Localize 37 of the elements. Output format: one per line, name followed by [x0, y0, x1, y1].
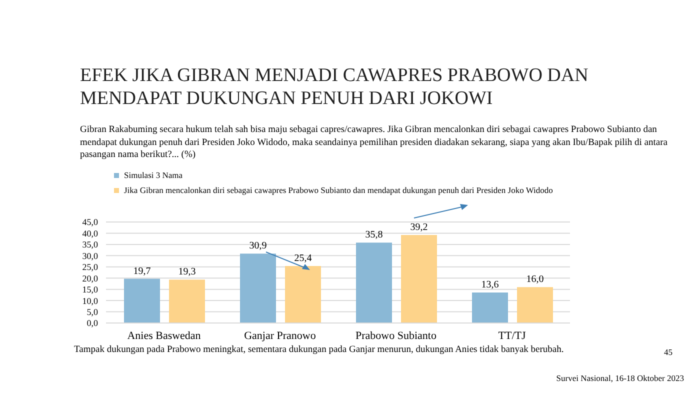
legend-label: Jika Gibran mencalonkan diri sebagai cawapres Prabowo Subianto dan mendapat dukungan penuh dari Presiden Joko Widodo — [124, 184, 553, 197]
bar — [240, 254, 276, 323]
bar — [124, 278, 160, 323]
data-label: 19,3 — [178, 266, 196, 278]
x-tick-label: Ganjar Pranowo — [244, 330, 316, 342]
text: 45 — [664, 347, 672, 357]
data-label: 16,0 — [526, 274, 544, 286]
data-label: 25,4 — [294, 252, 312, 264]
data-label: 30,9 — [249, 240, 267, 252]
y-tick-label: 10,0 — [82, 296, 98, 306]
y-tick-label: 40,0 — [82, 228, 98, 238]
bar — [401, 235, 437, 323]
text: Tampak dukungan pada Prabowo meningkat, sementara dukungan pada Ganjar menurun, dukungan Anies tidak banyak berubah. — [74, 345, 564, 355]
data-label: 39,2 — [410, 222, 428, 234]
chart-title: EFEK JIKA GIBRAN MENJADI CAWAPRES PRABOWO DAN MENDAPAT DUKUNGAN PENUH DARI JOKOWI — [80, 64, 590, 110]
x-tick-label: TT/TJ — [498, 330, 526, 342]
legend-label: Simulasi 3 Nama — [124, 169, 183, 182]
bar — [517, 287, 553, 323]
bar — [472, 292, 508, 323]
data-label: 35,8 — [365, 230, 383, 241]
chart-subtitle: Gibran Rakabuming secara hukum telah sah bisa maju sebagai capres/cawapres. Jika Gibran mencalonkan diri sebagai cawapres Prabowo Subianto dan mendapat dukungan penuh dari Presiden Joko Widodo, maka seandainya pemilihan presiden diadakan sekarang, siapa yang akan Ibu/Bapak pilih di antara pasangan nama berikut?... (%) — [80, 124, 668, 162]
y-tick-label: 45,0 — [82, 217, 98, 228]
y-tick-label: 20,0 — [82, 273, 98, 284]
bar — [356, 242, 392, 323]
data-label: 19,7 — [133, 266, 151, 277]
text: Survei Nasional, 16-18 Oktober 2023 — [556, 373, 684, 383]
x-tick-label: Prabowo Subianto — [356, 330, 437, 342]
y-tick-label: 15,0 — [82, 284, 98, 295]
data-label: 13,6 — [481, 279, 499, 290]
bar — [285, 266, 321, 323]
y-tick-label: 5,0 — [86, 306, 98, 317]
y-tick-label: 0,0 — [86, 318, 98, 328]
y-tick-label: 35,0 — [82, 240, 98, 250]
x-tick-label: Anies Baswedan — [127, 330, 202, 342]
y-tick-label: 30,0 — [82, 250, 98, 261]
y-tick-label: 25,0 — [82, 262, 98, 272]
bar — [169, 280, 205, 323]
